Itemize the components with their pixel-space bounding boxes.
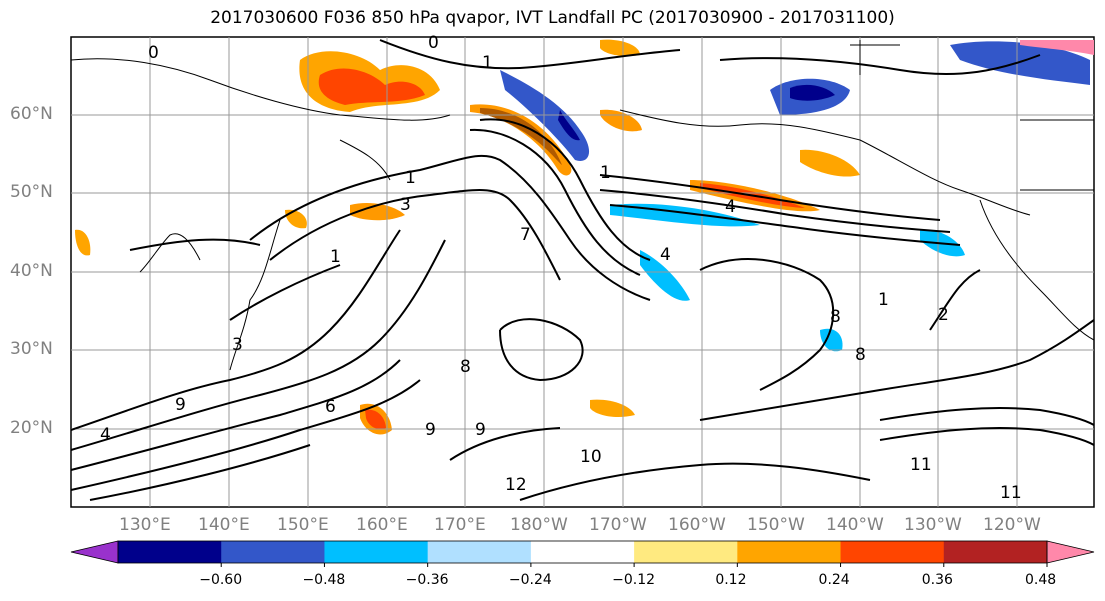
lat-label-40: 40°N [10, 261, 53, 281]
colorbar-swatch [324, 541, 429, 563]
coastlines [70, 40, 1095, 371]
contour-label: 1 [330, 247, 341, 267]
contour-label: 2 [938, 305, 949, 325]
contour-label: 8 [855, 345, 866, 365]
contour-label: 8 [830, 307, 841, 327]
colorbar-swatch [737, 541, 842, 563]
colorbar-tick-label: −0.60 [199, 572, 243, 588]
contour-label: 6 [325, 397, 336, 417]
ivt-contours [70, 39, 1095, 501]
contour-label: 10 [580, 447, 602, 467]
contour-label: 3 [400, 195, 411, 215]
contour-label: 4 [660, 245, 671, 265]
lon-label: 130°W [904, 515, 962, 535]
map-title: 2017030600 F036 850 hPa qvapor, IVT Land… [210, 8, 895, 28]
lon-label: 150°E [277, 515, 329, 535]
contour-label: 0 [428, 33, 439, 53]
colorbar-tick-label: −0.36 [405, 572, 449, 588]
contour-label: 9 [175, 395, 186, 415]
contour-label: 9 [425, 420, 436, 440]
contour-label: 4 [725, 197, 736, 217]
colorbar-tick-label: −0.48 [302, 572, 346, 588]
colorbar-extend-low [70, 540, 119, 564]
colorbar-tick-label: 0.24 [818, 572, 850, 588]
lon-label: 120°W [983, 515, 1041, 535]
contour-label: 8 [460, 357, 471, 377]
contour-label: 11 [1000, 483, 1022, 503]
colorbar-tick-label: 0.48 [1025, 572, 1057, 588]
contour-label: 1 [405, 168, 416, 188]
graticule [71, 37, 1094, 507]
lon-label: 160°E [356, 515, 408, 535]
lat-label-50: 50°N [10, 182, 53, 202]
colorbar-tick-label: −0.12 [612, 572, 656, 588]
lat-label-30: 30°N [10, 339, 53, 359]
contour-label: 1 [600, 163, 611, 183]
lon-label: 130°E [119, 515, 171, 535]
lon-label: 170°W [589, 515, 647, 535]
contour-label: 1 [878, 290, 889, 310]
colorbar-swatch [427, 541, 532, 563]
lon-label: 140°W [826, 515, 884, 535]
contour-label: 9 [475, 420, 486, 440]
lon-label: 180°W [510, 515, 568, 535]
lon-label: 150°W [747, 515, 805, 535]
colorbar-tick-label: 0.36 [921, 572, 953, 588]
contour-label: 0 [148, 43, 159, 63]
lat-label-60: 60°N [10, 104, 53, 124]
contour-label: 4 [100, 425, 111, 445]
lon-label: 140°E [198, 515, 250, 535]
colorbar [70, 540, 1095, 567]
contour-label: 11 [910, 455, 932, 475]
colorbar-outline [117, 540, 1048, 564]
contour-label: 3 [232, 335, 243, 355]
lon-label: 160°W [668, 515, 726, 535]
colorbar-swatch [221, 541, 325, 563]
contour-label: 1 [482, 53, 493, 73]
colorbar-extend-high [1046, 540, 1095, 564]
contour-labels: 0 0 1 1 1 1 4 4 3 3 8 8 8 9 9 9 10 11 11… [100, 33, 1022, 503]
colorbar-swatch [530, 541, 635, 563]
contour-label: 7 [520, 225, 531, 245]
colorbar-swatch [840, 541, 945, 563]
lon-label: 170°E [434, 515, 486, 535]
colorbar-tick-label: −0.24 [508, 572, 552, 588]
lat-label-20: 20°N [10, 418, 53, 438]
colorbar-swatch [634, 541, 738, 563]
colorbar-swatch [118, 541, 222, 563]
colorbar-swatch [943, 541, 1048, 563]
colorbar-tick-label: 0.12 [715, 572, 747, 588]
contour-label: 12 [505, 475, 527, 495]
